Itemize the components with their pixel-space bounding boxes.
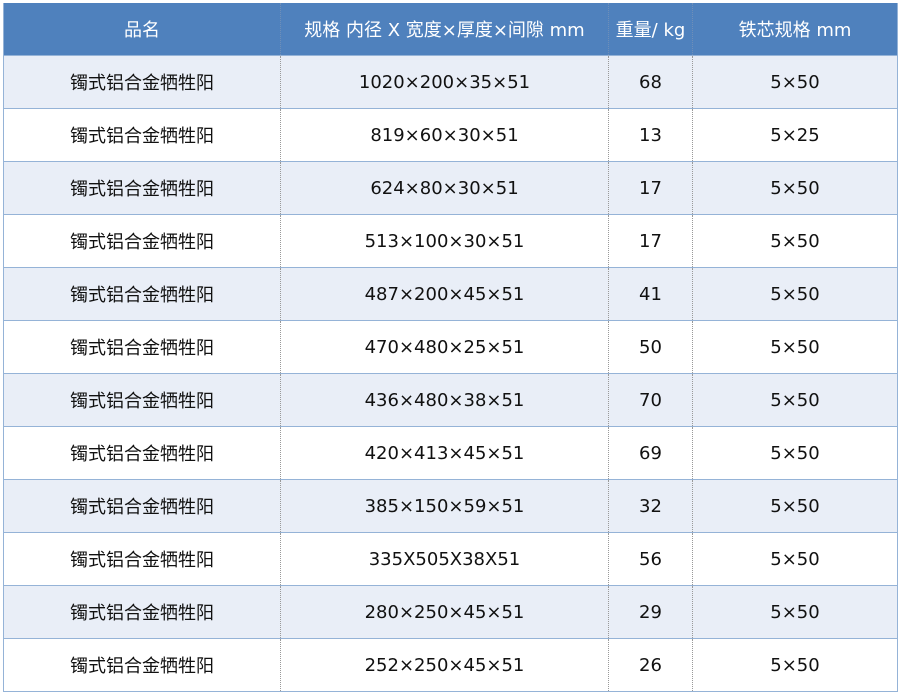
cell-product-name: 镯式铝合金牺牲阳 (3, 426, 281, 480)
cell-weight: 70 (608, 373, 693, 427)
cell-product-name: 镯式铝合金牺牲阳 (3, 214, 281, 268)
cell-specification: 252×250×45×51 (280, 638, 609, 692)
cell-core-spec: 5×50 (692, 214, 898, 268)
cell-specification: 385×150×59×51 (280, 479, 609, 533)
cell-weight: 13 (608, 108, 693, 162)
cell-core-spec: 5×25 (692, 108, 898, 162)
product-spec-table: 品名 规格 内径 X 宽度×厚度×间隙 mm 重量/ kg 铁芯规格 mm 镯式铝合金… (3, 3, 898, 692)
cell-weight: 17 (608, 161, 693, 215)
cell-weight: 32 (608, 479, 693, 533)
cell-core-spec: 5×50 (692, 426, 898, 480)
cell-product-name: 镯式铝合金牺牲阳 (3, 479, 281, 533)
cell-product-name: 镯式铝合金牺牲阳 (3, 373, 281, 427)
cell-core-spec: 5×50 (692, 532, 898, 586)
cell-specification: 420×413×45×51 (280, 426, 609, 480)
cell-weight: 68 (608, 55, 693, 109)
header-core-spec: 铁芯规格 mm (692, 3, 898, 56)
table-row: 镯式铝合金牺牲阳 487×200×45×51 41 5×50 (3, 267, 898, 321)
cell-product-name: 镯式铝合金牺牲阳 (3, 532, 281, 586)
table-row: 镯式铝合金牺牲阳 420×413×45×51 69 5×50 (3, 426, 898, 480)
table-row: 镯式铝合金牺牲阳 385×150×59×51 32 5×50 (3, 479, 898, 533)
cell-weight: 17 (608, 214, 693, 268)
header-specification: 规格 内径 X 宽度×厚度×间隙 mm (280, 3, 609, 56)
table-row: 镯式铝合金牺牲阳 513×100×30×51 17 5×50 (3, 214, 898, 268)
cell-core-spec: 5×50 (692, 638, 898, 692)
cell-specification: 624×80×30×51 (280, 161, 609, 215)
table-row: 镯式铝合金牺牲阳 252×250×45×51 26 5×50 (3, 638, 898, 692)
table-row: 镯式铝合金牺牲阳 470×480×25×51 50 5×50 (3, 320, 898, 374)
cell-weight: 50 (608, 320, 693, 374)
cell-weight: 29 (608, 585, 693, 639)
header-weight: 重量/ kg (608, 3, 693, 56)
cell-product-name: 镯式铝合金牺牲阳 (3, 108, 281, 162)
cell-weight: 69 (608, 426, 693, 480)
cell-specification: 1020×200×35×51 (280, 55, 609, 109)
cell-weight: 56 (608, 532, 693, 586)
cell-product-name: 镯式铝合金牺牲阳 (3, 585, 281, 639)
table-row: 镯式铝合金牺牲阳 280×250×45×51 29 5×50 (3, 585, 898, 639)
cell-core-spec: 5×50 (692, 373, 898, 427)
cell-specification: 335X505X38X51 (280, 532, 609, 586)
cell-specification: 487×200×45×51 (280, 267, 609, 321)
cell-specification: 470×480×25×51 (280, 320, 609, 374)
cell-weight: 41 (608, 267, 693, 321)
header-product-name: 品名 (3, 3, 281, 56)
cell-product-name: 镯式铝合金牺牲阳 (3, 267, 281, 321)
cell-product-name: 镯式铝合金牺牲阳 (3, 638, 281, 692)
cell-core-spec: 5×50 (692, 55, 898, 109)
cell-product-name: 镯式铝合金牺牲阳 (3, 161, 281, 215)
cell-core-spec: 5×50 (692, 267, 898, 321)
cell-specification: 280×250×45×51 (280, 585, 609, 639)
cell-product-name: 镯式铝合金牺牲阳 (3, 55, 281, 109)
header-row: 品名 规格 内径 X 宽度×厚度×间隙 mm 重量/ kg 铁芯规格 mm (3, 3, 898, 56)
cell-specification: 513×100×30×51 (280, 214, 609, 268)
table-row: 镯式铝合金牺牲阳 1020×200×35×51 68 5×50 (3, 55, 898, 109)
table-row: 镯式铝合金牺牲阳 819×60×30×51 13 5×25 (3, 108, 898, 162)
cell-core-spec: 5×50 (692, 161, 898, 215)
cell-core-spec: 5×50 (692, 320, 898, 374)
table-row: 镯式铝合金牺牲阳 335X505X38X51 56 5×50 (3, 532, 898, 586)
cell-core-spec: 5×50 (692, 585, 898, 639)
cell-product-name: 镯式铝合金牺牲阳 (3, 320, 281, 374)
cell-core-spec: 5×50 (692, 479, 898, 533)
table-row: 镯式铝合金牺牲阳 624×80×30×51 17 5×50 (3, 161, 898, 215)
table-row: 镯式铝合金牺牲阳 436×480×38×51 70 5×50 (3, 373, 898, 427)
cell-specification: 819×60×30×51 (280, 108, 609, 162)
cell-specification: 436×480×38×51 (280, 373, 609, 427)
cell-weight: 26 (608, 638, 693, 692)
